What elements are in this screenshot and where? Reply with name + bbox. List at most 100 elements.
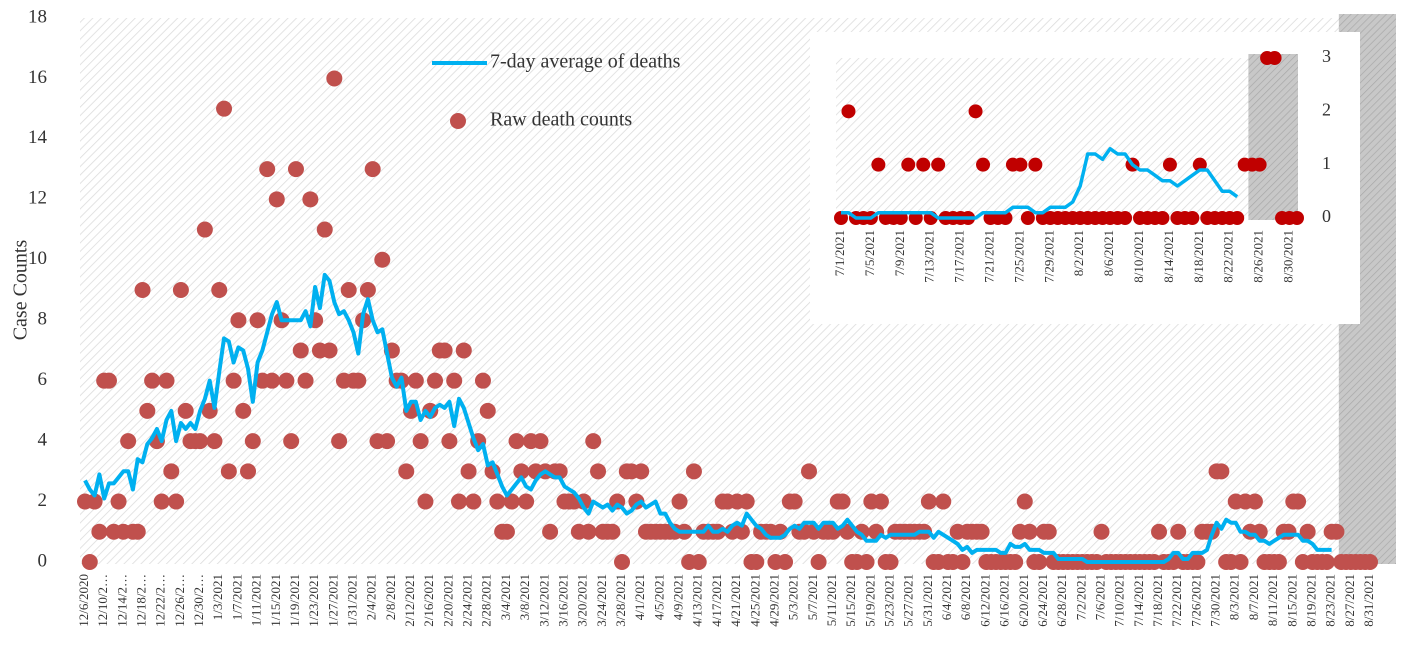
data-point <box>283 433 300 450</box>
data-point <box>263 372 280 389</box>
data-point <box>441 433 458 450</box>
inset-chart: 0 1 2 3 7/1/2021 7/5/2021 7/9/2021 7/13/2021 7/1… <box>832 46 1331 283</box>
data-point <box>297 372 314 389</box>
x-tick-label: 6/24/2021 <box>1035 574 1050 627</box>
x-tick-label: 1/11/2021 <box>249 574 264 626</box>
data-point <box>350 372 367 389</box>
x-tick-label: 8/10/2021 <box>1131 230 1146 283</box>
data-point <box>321 342 338 359</box>
data-point <box>259 161 276 178</box>
data-point <box>1016 493 1033 510</box>
x-tick-label: 12/6/2020 <box>76 574 91 627</box>
x-tick-label: 8/23/2021 <box>1323 574 1338 627</box>
x-tick-label: 6/20/2021 <box>1016 574 1031 627</box>
data-point <box>1270 554 1287 570</box>
data-point <box>144 372 161 389</box>
y-tick-label: 2 <box>1322 99 1331 119</box>
data-point <box>614 554 631 570</box>
data-point <box>920 493 937 510</box>
data-point <box>158 372 175 389</box>
x-tick-label: 2/4/2021 <box>364 574 379 620</box>
data-point <box>206 433 223 450</box>
data-point <box>1093 523 1110 540</box>
data-point <box>901 157 916 172</box>
x-tick-label: 3/12/2021 <box>536 574 551 627</box>
data-point <box>100 372 117 389</box>
x-tick-label: 1/7/2021 <box>229 574 244 620</box>
data-point <box>1189 554 1206 570</box>
x-tick-label: 4/17/2021 <box>709 574 724 627</box>
x-tick-label: 5/19/2021 <box>862 574 877 627</box>
data-point <box>1328 523 1345 540</box>
x-tick-label: 5/7/2021 <box>805 574 820 620</box>
data-point <box>871 157 886 172</box>
data-point <box>192 433 209 450</box>
x-tick-label: 6/4/2021 <box>939 574 954 620</box>
data-point <box>455 342 472 359</box>
data-point <box>1040 523 1057 540</box>
x-tick-label: 12/30/2… <box>191 574 206 627</box>
x-tick-label: 2/16/2021 <box>421 574 436 627</box>
data-point <box>1013 157 1028 172</box>
data-point <box>240 463 257 480</box>
data-point <box>479 402 496 419</box>
data-point <box>498 523 515 540</box>
data-point <box>163 463 180 480</box>
inset-plot-background <box>836 58 1298 220</box>
x-tick-label: 1/23/2021 <box>306 574 321 627</box>
y-tick-label: 12 <box>28 188 47 209</box>
y-tick-label: 3 <box>1322 46 1331 66</box>
data-point <box>1118 211 1133 225</box>
x-tick-label: 7/26/2021 <box>1188 574 1203 627</box>
x-tick-label: 4/9/2021 <box>671 574 686 620</box>
data-point <box>235 402 252 419</box>
data-point <box>633 463 650 480</box>
data-point <box>551 463 568 480</box>
data-point <box>908 211 923 225</box>
average-line <box>83 272 1332 564</box>
y-tick-label: 10 <box>28 248 47 269</box>
data-point <box>998 211 1013 225</box>
x-tick-label: 7/9/2021 <box>892 230 907 276</box>
x-tick-label: 2/28/2021 <box>479 574 494 627</box>
x-tick-label: 8/15/2021 <box>1284 574 1299 627</box>
data-point <box>268 191 285 208</box>
data-point <box>446 372 463 389</box>
data-point <box>973 523 990 540</box>
x-tick-label: 7/29/2021 <box>1041 230 1056 283</box>
legend-dot <box>450 113 466 129</box>
y-tick-label: 4 <box>38 429 48 450</box>
data-point <box>893 211 908 225</box>
data-point <box>398 463 415 480</box>
x-tick-label: 7/21/2021 <box>981 230 996 283</box>
x-tick-label: 1/19/2021 <box>287 574 302 627</box>
data-point <box>508 433 525 450</box>
data-point <box>474 372 491 389</box>
data-point <box>671 493 688 510</box>
data-point <box>278 372 295 389</box>
y-tick-label: 16 <box>28 67 47 88</box>
data-point <box>976 157 991 172</box>
x-tick-label: 8/27/2021 <box>1342 574 1357 627</box>
x-tick-label: 5/15/2021 <box>843 574 858 627</box>
x-tick-label: 12/10/2… <box>95 574 110 627</box>
x-tick-label: 3/24/2021 <box>594 574 609 627</box>
data-point <box>302 191 319 208</box>
x-tick-label: 8/22/2021 <box>1221 230 1236 283</box>
data-point <box>1290 493 1307 510</box>
data-point <box>230 312 247 329</box>
x-tick-label: 8/19/2021 <box>1303 574 1318 627</box>
x-tick-label: 1/31/2021 <box>344 574 359 627</box>
data-point <box>1232 554 1249 570</box>
x-tick-label: 2/20/2021 <box>440 574 455 627</box>
data-point <box>379 433 396 450</box>
x-tick-label: 5/11/2021 <box>824 574 839 626</box>
x-tick-label: 6/8/2021 <box>958 574 973 620</box>
x-tick-label: 8/31/2021 <box>1361 574 1376 627</box>
data-point <box>1299 523 1316 540</box>
x-tick-label: 4/25/2021 <box>747 574 762 627</box>
x-tick-label: 6/16/2021 <box>997 574 1012 627</box>
data-point <box>733 523 750 540</box>
data-point <box>834 493 851 510</box>
data-point <box>211 282 228 298</box>
